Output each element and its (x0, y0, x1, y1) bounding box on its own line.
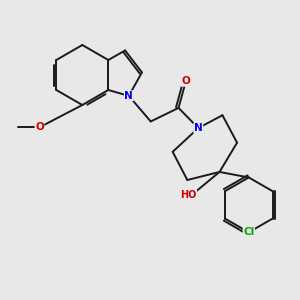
Text: HO: HO (180, 190, 196, 200)
Text: N: N (124, 91, 133, 101)
Text: O: O (182, 76, 190, 86)
Text: Cl: Cl (243, 227, 254, 237)
Text: N: N (194, 123, 203, 133)
Text: O: O (35, 122, 44, 132)
